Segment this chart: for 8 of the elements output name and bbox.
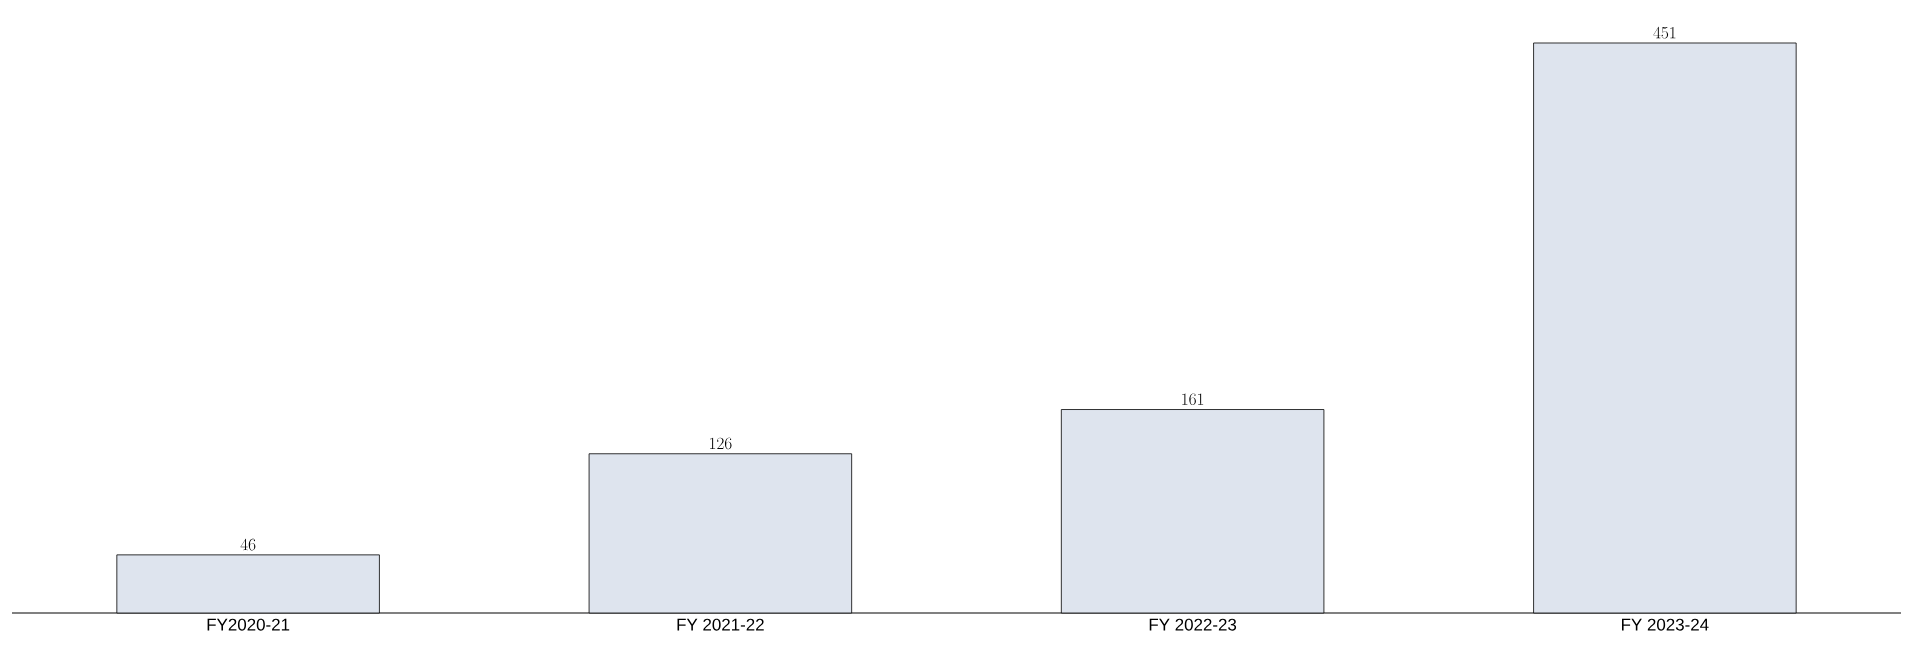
data-label: 161	[1182, 393, 1204, 406]
x-tick-label: FY 2022-23	[1149, 618, 1237, 631]
x-tick-label: FY2020-21	[207, 618, 290, 631]
data-label: 451	[1653, 26, 1676, 39]
data-label: 46	[240, 538, 256, 551]
x-tick-label: FY 2023-24	[1622, 618, 1709, 631]
x-tick-label: FY 2021-22	[677, 618, 764, 631]
data-label: 126	[710, 437, 732, 450]
